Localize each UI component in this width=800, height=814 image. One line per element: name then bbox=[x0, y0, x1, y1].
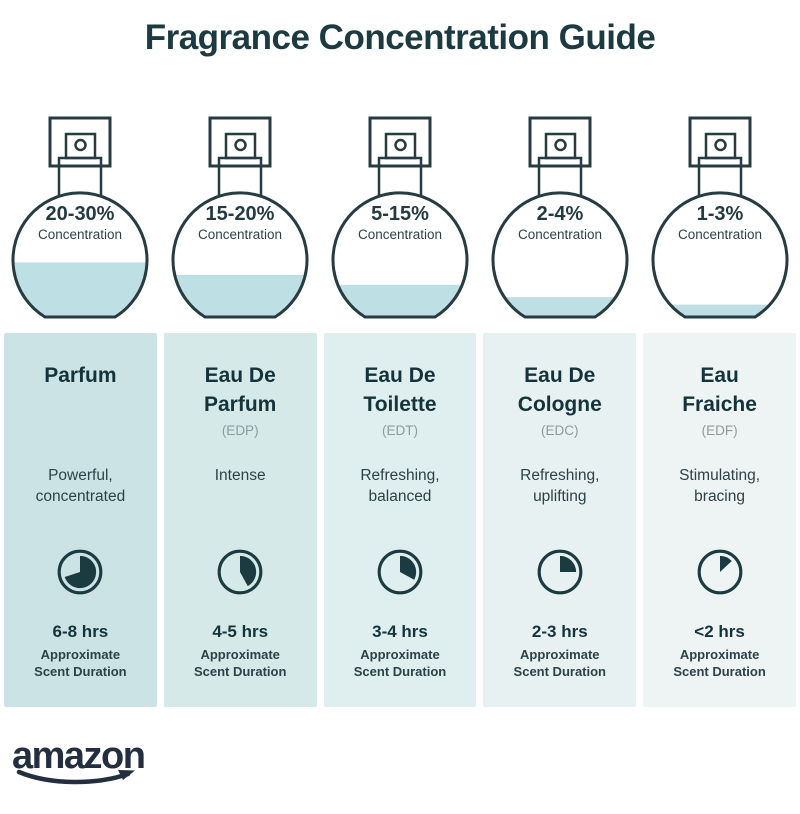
name-block: Parfum bbox=[12, 361, 149, 465]
desc-block: Refreshing, balanced bbox=[332, 465, 469, 547]
clock-icon bbox=[57, 549, 103, 595]
desc-block: Intense bbox=[172, 465, 309, 547]
column-eau-de-parfum: Eau De Parfum (EDP) Intense 4-5 hrs Appr… bbox=[163, 333, 317, 707]
spray-cap-outer bbox=[368, 116, 432, 168]
name-block: Eau De Toilette (EDT) bbox=[332, 361, 469, 465]
duration: 3-4 hrs bbox=[372, 622, 428, 641]
column-abbr: (EDP) bbox=[221, 423, 259, 438]
column-name: Eau De Parfum bbox=[204, 364, 277, 416]
bottle-eau-fraiche: 1-3% Concentration bbox=[640, 114, 800, 324]
info-table: Parfum Powerful, concentrated 6-8 hrs Ap… bbox=[0, 333, 800, 707]
clock-block bbox=[332, 547, 469, 613]
duration: 2-3 hrs bbox=[531, 622, 588, 641]
duration-caption: Approximate Scent Duration bbox=[34, 647, 127, 679]
perfume-bottle-icon bbox=[171, 116, 309, 319]
spray-cap-outer bbox=[208, 116, 272, 168]
amazon-smile-icon bbox=[16, 769, 135, 785]
bottle-outline bbox=[651, 191, 789, 319]
column-name: Eau De Cologne bbox=[517, 364, 602, 416]
bottle-body bbox=[493, 192, 627, 317]
duration-caption: Approximate Scent Duration bbox=[353, 647, 447, 679]
liquid-fill bbox=[172, 274, 307, 317]
spray-cap-outer bbox=[528, 116, 592, 168]
column-description: Intense bbox=[214, 467, 266, 484]
bottle-eau-de-parfum: 15-20% Concentration bbox=[160, 114, 320, 324]
duration-caption: Approximate Scent Duration bbox=[673, 647, 766, 679]
clock-icon bbox=[537, 549, 583, 595]
bottle-outline bbox=[331, 191, 469, 319]
column-abbr: (EDC) bbox=[541, 423, 579, 438]
perfume-bottle-icon bbox=[331, 116, 469, 319]
name-block: Eau De Cologne (EDC) bbox=[491, 361, 628, 465]
column-name: Eau Fraiche bbox=[682, 364, 757, 416]
liquid-fill bbox=[12, 262, 147, 317]
bottle-outline bbox=[171, 191, 309, 319]
column-description: Powerful, concentrated bbox=[35, 467, 126, 505]
spray-nozzle bbox=[704, 132, 737, 160]
column-description: Stimulating, bracing bbox=[679, 467, 761, 505]
column-name: Parfum bbox=[44, 364, 117, 387]
column-eau-de-cologne: Eau De Cologne (EDC) Refreshing, uplifti… bbox=[483, 333, 637, 707]
infographic-page: Fragrance Concentration Guide 20-30% Con… bbox=[0, 14, 800, 814]
liquid-fill bbox=[652, 304, 787, 317]
spray-nozzle bbox=[384, 132, 417, 160]
nozzle-hole bbox=[234, 138, 247, 152]
bottle-outline bbox=[11, 191, 149, 319]
perfume-bottle-icon bbox=[651, 116, 789, 319]
bottle-parfum: 20-30% Concentration bbox=[0, 114, 160, 324]
desc-block: Refreshing, uplifting bbox=[491, 465, 628, 547]
spray-cap-outer bbox=[688, 116, 752, 168]
duration-caption: Approximate Scent Duration bbox=[513, 647, 607, 679]
clock-block bbox=[651, 547, 788, 613]
desc-block: Stimulating, bracing bbox=[651, 465, 788, 547]
nozzle-hole bbox=[74, 138, 87, 152]
amazon-wordmark: amazon bbox=[12, 735, 146, 777]
perfume-bottle-icon bbox=[491, 116, 629, 319]
spray-nozzle bbox=[544, 132, 577, 160]
page-title: Fragrance Concentration Guide bbox=[144, 18, 656, 57]
column-eau-fraiche: Eau Fraiche (EDF) Stimulating, bracing <… bbox=[643, 333, 796, 707]
column-parfum: Parfum Powerful, concentrated 6-8 hrs Ap… bbox=[4, 333, 157, 707]
clock-icon bbox=[217, 549, 263, 595]
liquid-fill bbox=[492, 297, 627, 317]
name-block: Eau De Parfum (EDP) bbox=[172, 361, 309, 465]
bottle-eau-de-toilette: 5-15% Concentration bbox=[320, 114, 480, 324]
column-abbr: (EDF) bbox=[701, 423, 738, 438]
nozzle-hole bbox=[554, 138, 567, 152]
perfume-bottle-icon bbox=[11, 116, 149, 319]
spray-nozzle bbox=[64, 132, 97, 160]
bottle-eau-de-cologne: 2-4% Concentration bbox=[480, 114, 640, 324]
duration: 6-8 hrs bbox=[52, 622, 109, 641]
duration-caption: Approximate Scent Duration bbox=[193, 647, 287, 679]
desc-block: Powerful, concentrated bbox=[12, 465, 149, 547]
bottles-row: 20-30% Concentration 15-20% Concen bbox=[0, 114, 800, 324]
clock-block bbox=[12, 547, 149, 613]
duration: 4-5 hrs bbox=[212, 622, 269, 641]
clock-block bbox=[491, 547, 628, 613]
liquid-fill bbox=[332, 284, 467, 317]
bottle-outline bbox=[491, 191, 629, 319]
clock-icon bbox=[697, 549, 742, 595]
nozzle-hole bbox=[714, 138, 727, 152]
column-description: Refreshing, balanced bbox=[360, 467, 440, 505]
clock-icon bbox=[377, 549, 423, 595]
spray-cap-outer bbox=[48, 116, 112, 168]
nozzle-hole bbox=[394, 138, 407, 152]
column-name: Eau De Toilette bbox=[363, 364, 437, 416]
column-abbr: (EDT) bbox=[381, 423, 418, 438]
clock-block bbox=[172, 547, 309, 613]
name-block: Eau Fraiche (EDF) bbox=[651, 361, 788, 465]
amazon-logo: amazon bbox=[12, 736, 162, 787]
column-description: Refreshing, uplifting bbox=[520, 467, 600, 505]
spray-nozzle bbox=[224, 132, 257, 160]
bottle-body bbox=[653, 192, 787, 317]
column-eau-de-toilette: Eau De Toilette (EDT) Refreshing, balanc… bbox=[323, 333, 477, 707]
duration: <2 hrs bbox=[694, 622, 745, 641]
